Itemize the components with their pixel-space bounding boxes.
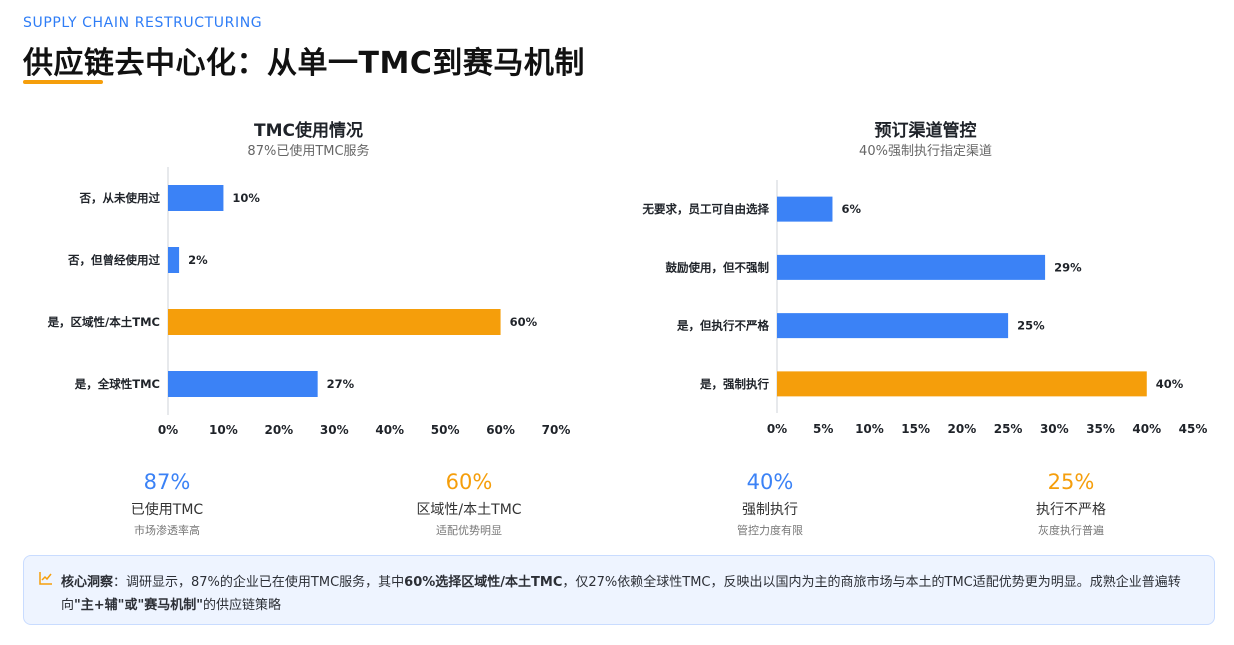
stat-note: 市场渗透率高: [134, 524, 200, 537]
x-tick-label: 15%: [901, 422, 930, 436]
booking-channel-bars: 无要求，员工可自由选择 6% 鼓励使用，但不强制 29% 是，但执行不严格 25% 是，强制…: [642, 180, 1208, 436]
stat-label: 强制执行: [742, 502, 798, 518]
insight-body: 的供应链策略: [203, 598, 282, 613]
insight-emphasis: "主+辅"或"赛马机制": [74, 598, 204, 613]
chart-title: 预订渠道管控: [874, 121, 977, 141]
page-title: 供应链去中心化：从单一TMC到赛马机制: [23, 46, 585, 81]
data-label: 40%: [1156, 377, 1184, 391]
x-tick-label: 20%: [264, 423, 293, 437]
category-label: 鼓励使用，但不强制: [666, 260, 770, 274]
stat-local-tmc: 60% 区域性/本土TMC 适配优势明显: [369, 469, 569, 538]
bar: [777, 313, 1009, 339]
bar: [168, 185, 224, 211]
chart-title: TMC使用情况: [254, 121, 363, 141]
bar: [168, 309, 501, 335]
stat-note: 灰度执行普遍: [1038, 524, 1104, 537]
stat-label: 执行不严格: [1036, 502, 1106, 518]
x-tick-label: 35%: [1086, 422, 1115, 436]
stat-loose-enforcement: 25% 执行不严格 灰度执行普遍: [971, 469, 1171, 538]
data-label: 6%: [841, 202, 861, 216]
x-tick-label: 30%: [320, 423, 349, 437]
chart-subtitle: 87%已使用TMC服务: [247, 144, 370, 159]
tmc-usage-bars: 否，从未使用过 10% 否，但曾经使用过 2% 是，区域性/本土TMC 60% 是，全球性T…: [47, 167, 571, 437]
x-tick-label: 45%: [1179, 422, 1208, 436]
bar: [168, 247, 180, 273]
bar: [168, 371, 318, 397]
bar: [777, 371, 1147, 397]
x-tick-label: 30%: [1040, 422, 1069, 436]
stat-value: 40%: [746, 470, 794, 494]
insight-text: 核心洞察：调研显示，87%的企业已在使用TMC服务，其中60%选择区域性/本土T…: [61, 571, 1196, 617]
stat-note: 管控力度有限: [737, 524, 803, 537]
bar: [777, 196, 833, 222]
stat-value: 60%: [445, 470, 493, 494]
data-label: 29%: [1054, 260, 1082, 274]
insight-callout: 核心洞察：调研显示，87%的企业已在使用TMC服务，其中60%选择区域性/本土T…: [23, 555, 1215, 625]
x-tick-label: 40%: [375, 423, 404, 437]
x-tick-label: 0%: [158, 423, 178, 437]
category-label: 无要求，员工可自由选择: [642, 202, 770, 216]
title-underline: [23, 80, 103, 84]
data-label: 25%: [1017, 319, 1045, 333]
category-label: 否，但曾经使用过: [67, 253, 160, 267]
x-tick-label: 0%: [767, 422, 787, 436]
category-label: 是，区域性/本土TMC: [47, 315, 160, 329]
data-label: 60%: [510, 315, 538, 329]
insight-emphasis: 60%选择区域性/本土TMC: [404, 575, 563, 590]
data-label: 10%: [232, 191, 260, 205]
data-label: 2%: [188, 253, 208, 267]
stat-label: 区域性/本土TMC: [416, 502, 522, 518]
x-tick-label: 60%: [486, 423, 515, 437]
insight-body: ：调研显示，87%的企业已在使用TMC服务，其中: [113, 575, 405, 590]
insight-label: 核心洞察: [61, 575, 114, 590]
category-label: 是，但执行不严格: [676, 319, 769, 333]
x-tick-label: 5%: [813, 422, 833, 436]
stat-value: 25%: [1047, 470, 1095, 494]
category-label: 否，从未使用过: [79, 191, 161, 205]
x-tick-label: 10%: [209, 423, 238, 437]
booking-channel-chart: 预订渠道管控 40%强制执行指定渠道 无要求，员工可自由选择 6% 鼓励使用，但不强…: [617, 0, 1234, 445]
section-eyebrow: SUPPLY CHAIN RESTRUCTURING: [23, 15, 263, 31]
x-tick-label: 20%: [948, 422, 977, 436]
bar: [777, 254, 1046, 280]
category-label: 是，全球性TMC: [74, 377, 160, 391]
chart-line-icon: [39, 572, 52, 585]
x-tick-label: 25%: [994, 422, 1023, 436]
stat-value: 87%: [143, 470, 191, 494]
x-tick-label: 50%: [431, 423, 460, 437]
chart-subtitle: 40%强制执行指定渠道: [859, 144, 992, 159]
data-label: 27%: [327, 377, 355, 391]
stat-mandatory: 40% 强制执行 管控力度有限: [670, 469, 870, 538]
x-tick-label: 40%: [1132, 422, 1161, 436]
stat-note: 适配优势明显: [436, 524, 502, 537]
stat-tmc-usage: 87% 已使用TMC 市场渗透率高: [67, 469, 267, 538]
insight-body: ，仅27%依赖全球性TMC，反映出以国内为主的商旅市场与本土的TMC适配优势更为…: [61, 575, 1181, 613]
tmc-usage-chart: TMC使用情况 87%已使用TMC服务 否，从未使用过 10% 否，但曾经使用过 2%…: [0, 0, 617, 445]
category-label: 是，强制执行: [699, 377, 769, 391]
x-tick-label: 10%: [855, 422, 884, 436]
x-tick-label: 70%: [542, 423, 571, 437]
stat-label: 已使用TMC: [130, 502, 204, 518]
